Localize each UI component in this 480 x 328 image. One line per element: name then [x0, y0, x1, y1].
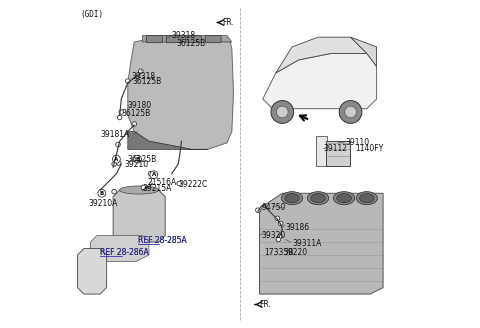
Text: 1140FY: 1140FY — [356, 144, 384, 153]
Text: A: A — [114, 157, 119, 162]
Text: 39112: 39112 — [323, 144, 347, 153]
Circle shape — [126, 79, 130, 83]
FancyBboxPatch shape — [205, 35, 221, 43]
FancyBboxPatch shape — [186, 35, 202, 43]
Circle shape — [116, 142, 120, 147]
Ellipse shape — [311, 194, 325, 203]
Text: 36125B: 36125B — [121, 109, 151, 118]
Circle shape — [345, 106, 357, 118]
Text: 39311A: 39311A — [292, 239, 322, 248]
Text: 36125B: 36125B — [132, 76, 162, 86]
Text: FR.: FR. — [260, 300, 271, 309]
Circle shape — [256, 208, 260, 213]
Circle shape — [276, 106, 288, 118]
Ellipse shape — [120, 186, 159, 194]
Ellipse shape — [285, 194, 300, 203]
Circle shape — [278, 221, 283, 226]
Circle shape — [132, 122, 137, 126]
Text: REF 28-286A: REF 28-286A — [100, 248, 149, 257]
Text: 39210A: 39210A — [89, 198, 118, 208]
Polygon shape — [128, 132, 207, 149]
Text: 17335B: 17335B — [264, 248, 294, 257]
Text: 39180: 39180 — [128, 101, 152, 110]
FancyBboxPatch shape — [316, 136, 327, 166]
Circle shape — [276, 237, 281, 242]
Polygon shape — [263, 53, 377, 109]
Text: (GDI): (GDI) — [81, 10, 104, 18]
Circle shape — [133, 155, 142, 163]
Polygon shape — [90, 236, 149, 261]
Text: 39181A: 39181A — [100, 130, 130, 139]
Ellipse shape — [356, 192, 377, 205]
Circle shape — [339, 101, 362, 123]
Circle shape — [112, 189, 117, 194]
Text: B: B — [100, 191, 104, 196]
Polygon shape — [276, 37, 367, 73]
Circle shape — [112, 162, 117, 166]
FancyBboxPatch shape — [325, 141, 349, 166]
Ellipse shape — [360, 194, 374, 203]
Text: FR.: FR. — [222, 18, 234, 27]
Text: 39110: 39110 — [346, 138, 370, 147]
Polygon shape — [260, 193, 383, 294]
Circle shape — [139, 69, 143, 73]
Text: 21516A: 21516A — [147, 178, 177, 187]
Text: 39215A: 39215A — [143, 184, 172, 193]
Circle shape — [118, 115, 122, 120]
Text: 39186: 39186 — [286, 223, 310, 232]
Text: 36125B: 36125B — [128, 155, 157, 164]
Text: A: A — [152, 172, 156, 177]
Circle shape — [278, 234, 282, 238]
Circle shape — [150, 171, 158, 179]
Text: REF 28-286A: REF 28-286A — [100, 248, 149, 257]
Circle shape — [135, 156, 140, 161]
Text: 39222C: 39222C — [178, 180, 207, 189]
Circle shape — [99, 189, 104, 194]
Polygon shape — [77, 249, 107, 294]
FancyBboxPatch shape — [147, 35, 163, 43]
Circle shape — [177, 181, 181, 186]
FancyBboxPatch shape — [166, 35, 182, 43]
Ellipse shape — [337, 194, 351, 203]
Ellipse shape — [334, 192, 355, 205]
Text: 39220: 39220 — [284, 248, 308, 257]
Circle shape — [271, 101, 294, 123]
Text: 39318: 39318 — [172, 31, 196, 40]
Polygon shape — [143, 35, 232, 42]
Text: B: B — [135, 157, 140, 162]
Text: 94750: 94750 — [261, 203, 286, 213]
Circle shape — [275, 216, 280, 221]
Ellipse shape — [308, 192, 329, 205]
Text: REF 28-285A: REF 28-285A — [138, 236, 186, 245]
Polygon shape — [113, 190, 165, 242]
Ellipse shape — [281, 192, 302, 205]
Text: 39210: 39210 — [124, 160, 149, 170]
Polygon shape — [350, 37, 377, 67]
Text: 36125B: 36125B — [177, 39, 206, 48]
Circle shape — [98, 189, 106, 197]
Circle shape — [148, 172, 153, 176]
Circle shape — [119, 110, 123, 114]
Text: REF 28-285A: REF 28-285A — [138, 236, 186, 245]
Text: 39318: 39318 — [131, 72, 155, 81]
Circle shape — [112, 155, 120, 163]
Circle shape — [117, 161, 121, 165]
Polygon shape — [128, 35, 233, 149]
Circle shape — [141, 185, 146, 190]
Text: 39320: 39320 — [261, 231, 286, 240]
